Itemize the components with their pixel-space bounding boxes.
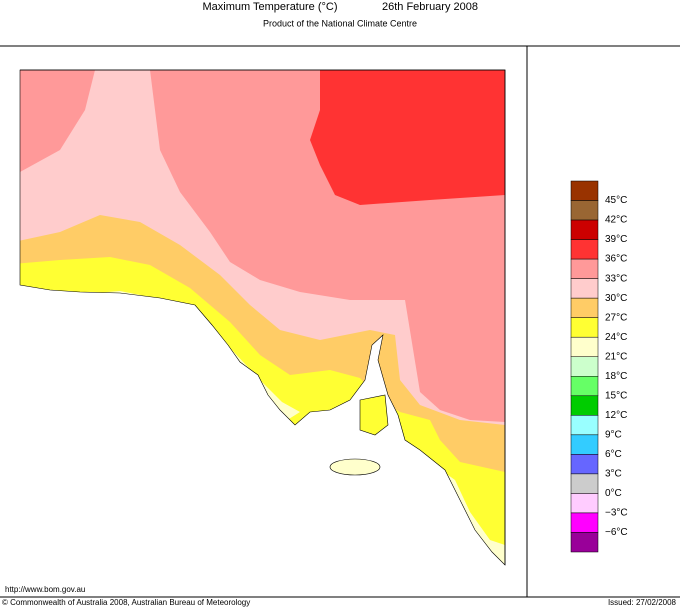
legend-label: 42°C xyxy=(605,215,627,226)
legend-swatch xyxy=(570,376,599,397)
legend-label: 6°C xyxy=(605,449,622,460)
legend-label: −3°C xyxy=(605,508,628,519)
legend-swatch xyxy=(570,512,599,533)
legend-swatch xyxy=(570,454,599,475)
legend-label: 45°C xyxy=(605,195,627,206)
zone-36 xyxy=(310,70,505,205)
legend-label: 12°C xyxy=(605,410,627,421)
legend-label: 33°C xyxy=(605,273,627,284)
title: Maximum Temperature (°C) xyxy=(202,1,337,13)
legend: 45°C 42°C 39°C 36°C 33°C 30°C 27°C 24°C 21°C 18°C… xyxy=(570,180,628,553)
legend-swatch xyxy=(570,317,599,338)
zone-33-nw xyxy=(20,70,95,172)
legend-swatch xyxy=(570,434,599,455)
map-border xyxy=(20,69,506,565)
legend-swatch xyxy=(570,395,599,416)
legend-label: 36°C xyxy=(605,254,627,265)
yorke-peninsula xyxy=(359,394,389,436)
legend-swatch xyxy=(570,356,599,377)
legend-swatch xyxy=(570,180,599,201)
legend-label: 15°C xyxy=(605,390,627,401)
legend-swatch xyxy=(570,200,599,221)
legend-swatch xyxy=(570,278,599,299)
legend-label: −6°C xyxy=(605,527,628,538)
legend-swatch xyxy=(570,336,599,357)
legend-swatch xyxy=(570,493,599,514)
legend-label: 30°C xyxy=(605,293,627,304)
url: http://www.bom.gov.au xyxy=(5,585,85,594)
legend-swatch xyxy=(570,239,599,260)
kangaroo-island xyxy=(329,458,381,476)
issued: Issued: 27/02/2008 xyxy=(608,598,677,607)
coastline xyxy=(19,69,506,566)
legend-swatch xyxy=(570,415,599,436)
legend-label: 21°C xyxy=(605,351,627,362)
copyright: © Commonwealth of Australia 2008, Austra… xyxy=(2,598,250,607)
map xyxy=(20,70,505,565)
legend-label: 27°C xyxy=(605,312,627,323)
legend-label: 24°C xyxy=(605,332,627,343)
legend-label: 39°C xyxy=(605,234,627,245)
legend-label: 0°C xyxy=(605,488,622,499)
legend-swatch xyxy=(570,219,599,240)
date: 26th February 2008 xyxy=(382,1,478,13)
legend-label: 18°C xyxy=(605,371,627,382)
legend-swatch xyxy=(570,473,599,494)
legend-swatch xyxy=(570,258,599,279)
legend-label: 3°C xyxy=(605,469,622,480)
subtitle: Product of the National Climate Centre xyxy=(263,18,417,28)
legend-swatch xyxy=(570,532,599,553)
legend-label: 9°C xyxy=(605,429,622,440)
legend-swatch xyxy=(570,297,599,318)
